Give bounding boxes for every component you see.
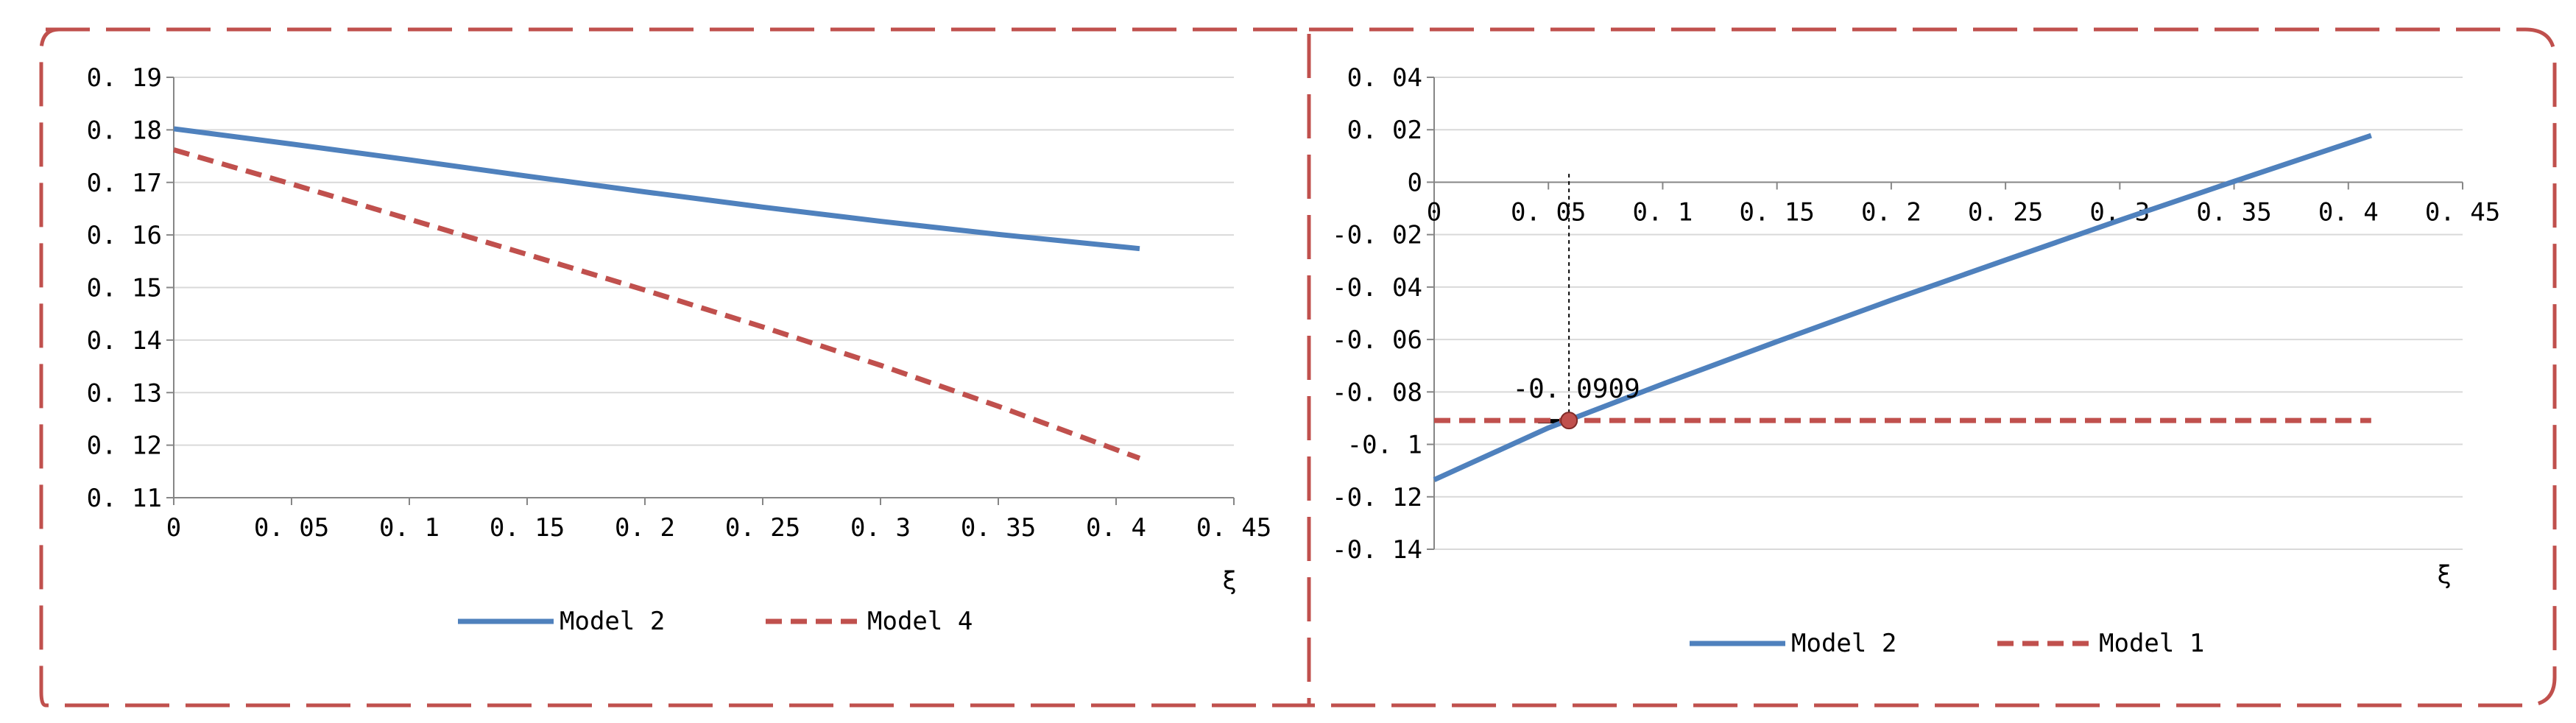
x-tick-label: 0. 4: [1086, 513, 1146, 543]
y-tick-label: -0. 06: [1332, 325, 1422, 355]
y-tick-label: -0. 08: [1332, 378, 1422, 407]
x-tick-label: 0: [166, 513, 181, 543]
right-chart: -0. 14 -0. 12 -0. 1 -0. 08 -0. 06 -0. 04 -0. 0…: [1332, 63, 2500, 658]
y-tick-label: 0. 14: [87, 326, 162, 356]
y-tick-label: -0. 04: [1332, 273, 1422, 303]
x-tick-label: 0. 4: [2318, 197, 2379, 227]
y-tick-label: -0. 14: [1332, 535, 1422, 565]
y-tick-label: -0. 02: [1332, 221, 1422, 250]
x-tick-label: 0: [1427, 197, 1441, 227]
x-tick-label: 0. 2: [1861, 197, 1922, 227]
right-panel-frame: [1309, 27, 2557, 708]
x-axis-title: ξ: [1222, 566, 1237, 596]
series-line-model-4: [173, 147, 1141, 461]
x-tick-label: 0. 45: [1196, 513, 1271, 543]
y-tick-label: 0. 19: [87, 63, 162, 93]
y-tick-label: 0. 04: [1347, 63, 1422, 93]
x-tick-label: 0. 15: [1739, 197, 1814, 227]
x-tick-label: 0. 25: [725, 513, 800, 543]
y-tick-label: 0. 17: [87, 169, 162, 198]
x-tick-label: 0. 35: [961, 513, 1036, 543]
y-tick-label: -0. 12: [1332, 483, 1422, 512]
x-tick-label: 0. 1: [1632, 197, 1693, 227]
y-tick-label: 0. 16: [87, 221, 162, 250]
x-tick-label: 0. 35: [2196, 197, 2271, 227]
left-panel-frame: [39, 27, 1311, 708]
y-tick-label: 0. 18: [87, 116, 162, 145]
x-tick-label: 0. 15: [490, 513, 565, 543]
series-line-model-2: [1433, 133, 2372, 482]
y-tick-label: 0. 12: [87, 431, 162, 461]
y-tick-label: 0. 02: [1347, 116, 1422, 145]
y-tick-label: -0. 1: [1347, 431, 1422, 460]
x-tick-label: 0. 45: [2425, 197, 2500, 227]
legend-label: Model 2: [1791, 629, 1896, 658]
x-tick-label: 0. 2: [615, 513, 675, 543]
y-tick-label: 0: [1408, 168, 1422, 197]
x-tick-label: 0. 25: [1968, 197, 2043, 227]
x-axis-title: ξ: [2437, 560, 2452, 590]
legend-label: Model 1: [2099, 629, 2204, 658]
x-tick-label: 0. 3: [850, 513, 911, 543]
y-tick-label: 0. 13: [87, 378, 162, 408]
legend-label: Model 4: [867, 607, 973, 636]
x-tick-label: 0. 05: [1511, 197, 1586, 227]
y-tick-label: 0. 11: [87, 484, 162, 513]
left-chart: 0. 11 0. 12 0. 13 0. 14 0. 15 0. 16 0. 17 0. 18…: [87, 63, 1272, 636]
y-tick-label: 0. 15: [87, 274, 162, 303]
x-tick-label: 0. 1: [379, 513, 440, 543]
legend-label: Model 2: [560, 607, 665, 636]
x-tick-label: 0. 05: [254, 513, 329, 543]
series-line-model-2: [173, 126, 1140, 252]
annotation-label: -0. 0909: [1512, 374, 1640, 404]
annotation-marker: [1560, 412, 1578, 430]
